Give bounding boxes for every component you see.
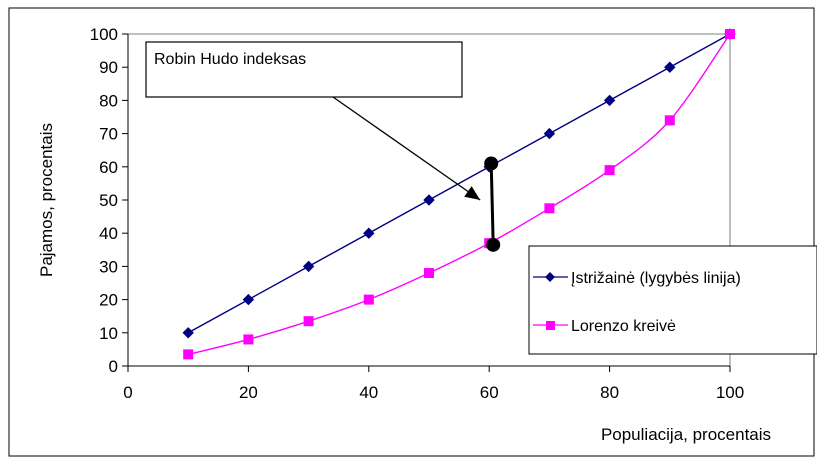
y-tick-label: 60: [99, 158, 118, 177]
data-point-square: [363, 294, 374, 305]
x-axis-title: Populiacija, procentais: [601, 425, 771, 444]
data-point-square: [183, 349, 194, 360]
annotation-text: Robin Hudo indeksas: [154, 51, 306, 68]
y-tick-label: 20: [99, 291, 118, 310]
gap-lower-dot: [486, 237, 501, 252]
data-point-diamond: [543, 127, 556, 140]
series-layer: [182, 28, 736, 360]
legend-marker-diamond: [545, 272, 555, 282]
y-axis: 0 10 20 30 40 50 60 70 80 90 100: [90, 25, 129, 376]
legend-marker-square: [546, 321, 555, 330]
x-tick-label: 0: [123, 383, 132, 402]
legend-box: [528, 245, 817, 355]
legend-label-lorenz: Lorenzo kreivė: [571, 318, 676, 335]
y-tick-label: 70: [99, 125, 118, 144]
data-point-square: [725, 29, 735, 39]
data-point-diamond: [242, 293, 255, 306]
data-point-square: [424, 268, 434, 279]
data-point-diamond: [423, 194, 435, 206]
legend-label-diagonal: Įstrižainė (lygybės linija): [571, 270, 741, 287]
annotation-box: [145, 41, 463, 98]
legend: Įstrižainė (lygybės linija) Lorenzo krei…: [528, 245, 817, 355]
robin-hood-gap-line: [489, 163, 495, 245]
x-tick-label: 60: [480, 383, 499, 402]
x-tick-label: 100: [716, 383, 744, 402]
y-tick-label: 100: [90, 25, 118, 44]
x-tick-label: 80: [600, 383, 619, 402]
x-tick-label: 20: [239, 383, 258, 402]
series-line-diagonal: [187, 33, 731, 334]
data-point-diamond: [664, 61, 676, 73]
y-tick-label: 10: [99, 324, 118, 343]
y-tick-label: 80: [99, 91, 118, 110]
x-axis: 0 20 40 60 80 100: [123, 365, 744, 402]
data-point-square: [303, 316, 314, 327]
data-point-square: [243, 334, 254, 345]
x-tick-label: 40: [359, 383, 378, 402]
annotation-callout: Robin Hudo indeksas: [145, 41, 463, 98]
y-axis-title: Pajamos, procentais: [37, 123, 56, 277]
annotation-arrow-line: [332, 96, 481, 201]
y-tick-label: 90: [99, 58, 118, 77]
data-point-square: [544, 203, 555, 214]
y-tick-label: 0: [109, 357, 118, 376]
gap-upper-dot: [484, 156, 499, 171]
annotation-layer: [332, 96, 501, 252]
y-tick-label: 30: [99, 257, 118, 276]
data-point-diamond: [182, 327, 194, 339]
data-point-diamond: [363, 227, 375, 239]
series-line-lorenz: [188, 33, 731, 356]
data-point-diamond: [302, 260, 315, 273]
data-point-square: [664, 115, 675, 126]
data-point-diamond: [603, 94, 616, 107]
annotation-arrow-head: [464, 186, 481, 200]
y-tick-label: 50: [99, 191, 118, 210]
data-point-square: [604, 165, 615, 176]
y-tick-label: 40: [99, 224, 118, 243]
